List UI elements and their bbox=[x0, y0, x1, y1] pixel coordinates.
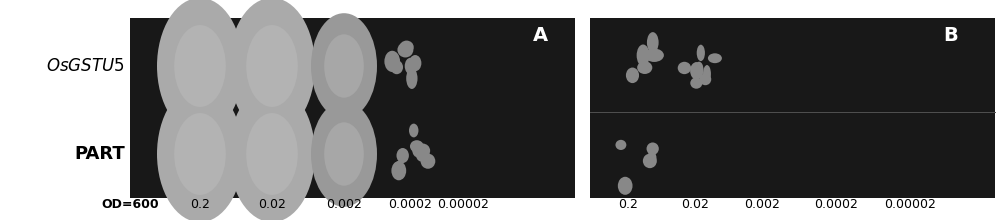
Ellipse shape bbox=[324, 34, 364, 98]
Text: 0.02: 0.02 bbox=[258, 198, 286, 211]
Ellipse shape bbox=[643, 154, 657, 168]
Bar bbox=[590, 18, 995, 198]
Ellipse shape bbox=[157, 86, 243, 220]
Ellipse shape bbox=[645, 49, 664, 62]
Ellipse shape bbox=[647, 143, 659, 155]
Ellipse shape bbox=[699, 73, 711, 85]
Ellipse shape bbox=[396, 148, 409, 163]
Ellipse shape bbox=[174, 25, 226, 107]
Text: 0.00002: 0.00002 bbox=[884, 198, 936, 211]
Ellipse shape bbox=[618, 177, 633, 195]
Ellipse shape bbox=[391, 161, 406, 180]
Ellipse shape bbox=[246, 25, 298, 107]
Text: 0.0002: 0.0002 bbox=[814, 198, 858, 211]
Ellipse shape bbox=[708, 53, 722, 63]
Ellipse shape bbox=[390, 60, 403, 74]
Ellipse shape bbox=[690, 62, 703, 80]
Ellipse shape bbox=[409, 124, 418, 137]
Ellipse shape bbox=[311, 13, 377, 119]
Ellipse shape bbox=[405, 58, 416, 74]
Ellipse shape bbox=[157, 0, 243, 134]
Ellipse shape bbox=[409, 55, 421, 71]
Ellipse shape bbox=[647, 32, 659, 53]
Ellipse shape bbox=[229, 86, 315, 220]
Ellipse shape bbox=[384, 51, 400, 72]
Ellipse shape bbox=[311, 101, 377, 207]
Ellipse shape bbox=[397, 42, 413, 57]
Ellipse shape bbox=[174, 113, 226, 195]
Ellipse shape bbox=[626, 68, 639, 83]
Ellipse shape bbox=[246, 113, 298, 195]
Ellipse shape bbox=[697, 45, 705, 61]
Ellipse shape bbox=[393, 161, 405, 180]
Ellipse shape bbox=[399, 40, 414, 54]
Ellipse shape bbox=[415, 143, 430, 158]
Text: 0.002: 0.002 bbox=[744, 198, 780, 211]
Ellipse shape bbox=[695, 62, 704, 78]
Ellipse shape bbox=[690, 77, 702, 89]
Text: PART: PART bbox=[74, 145, 125, 163]
Ellipse shape bbox=[647, 152, 656, 163]
Text: 0.2: 0.2 bbox=[618, 198, 638, 211]
Text: 0.00002: 0.00002 bbox=[437, 198, 489, 211]
Ellipse shape bbox=[412, 141, 424, 158]
Bar bbox=[130, 18, 575, 198]
Text: 0.0002: 0.0002 bbox=[388, 198, 432, 211]
Ellipse shape bbox=[703, 65, 711, 83]
Text: $\mathit{Os}$$\mathit{GSTU5}$: $\mathit{Os}$$\mathit{GSTU5}$ bbox=[46, 57, 125, 75]
Ellipse shape bbox=[637, 61, 652, 74]
Text: B: B bbox=[943, 26, 958, 45]
Text: A: A bbox=[533, 26, 548, 45]
Ellipse shape bbox=[410, 140, 424, 152]
Ellipse shape bbox=[615, 140, 626, 150]
Ellipse shape bbox=[637, 44, 650, 66]
Ellipse shape bbox=[406, 68, 418, 89]
Ellipse shape bbox=[416, 151, 431, 162]
Ellipse shape bbox=[678, 62, 691, 74]
Text: OD=600: OD=600 bbox=[101, 198, 159, 211]
Ellipse shape bbox=[229, 0, 315, 134]
Ellipse shape bbox=[421, 154, 435, 169]
Text: 0.2: 0.2 bbox=[190, 198, 210, 211]
Text: 0.002: 0.002 bbox=[326, 198, 362, 211]
Ellipse shape bbox=[324, 122, 364, 186]
Text: 0.02: 0.02 bbox=[681, 198, 709, 211]
